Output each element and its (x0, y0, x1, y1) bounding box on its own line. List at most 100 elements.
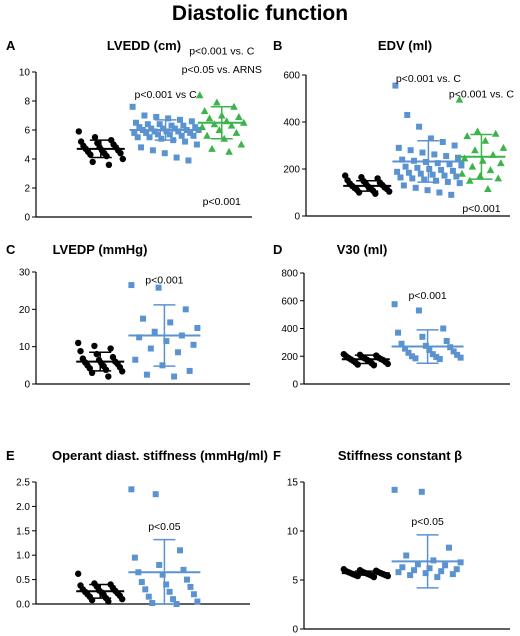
panel-f-point (426, 565, 433, 572)
panel-a-title: LVEDD (cm) (107, 38, 181, 53)
panel-d-y-tick-label: 800 (281, 269, 298, 280)
panel-a-point (87, 151, 94, 158)
panel-c-point (136, 334, 143, 341)
panel-a-point (146, 134, 153, 141)
panel-b-point (449, 167, 456, 174)
panel-b-y-tick-label: 0 (294, 212, 300, 223)
panel-d-annotation: p<0.001 (408, 290, 446, 302)
panel-a-point (200, 107, 209, 115)
panel-c-point (155, 284, 162, 291)
panel-a-point (185, 157, 192, 164)
panel-b-point (402, 163, 409, 170)
panel-d-point (440, 325, 447, 332)
panel-d-point (457, 354, 464, 361)
panel-b-point (460, 154, 469, 162)
panel-c-point (91, 342, 98, 350)
panel-a-point (160, 125, 167, 132)
panel-a-point (156, 121, 163, 128)
panel-a-point (173, 154, 180, 161)
panel-f-point (449, 571, 456, 578)
panel-e-annotation: p<0.05 (148, 521, 181, 533)
panel-b-point (499, 143, 508, 151)
panel-a-point (166, 131, 173, 138)
panel-a-point (151, 128, 158, 135)
panel-c-point (119, 368, 126, 375)
panel-e-point (177, 547, 184, 554)
panel-d-point (436, 356, 443, 363)
panel-f-point (422, 570, 429, 577)
panel-c-point (77, 347, 84, 355)
panel-b-point (433, 177, 440, 184)
panel-c-point (186, 367, 193, 374)
panel-b-point (386, 188, 393, 195)
panel-b-point (458, 169, 466, 177)
panel-a-point (237, 140, 246, 148)
panel-b-point (463, 132, 472, 140)
panel-b-point (417, 170, 424, 177)
panel-b-annotation: p<0.001 vs. C (449, 88, 514, 100)
panel-a-point (171, 125, 178, 132)
panel-b-point (436, 189, 443, 196)
panel-e-point (159, 571, 166, 578)
panel-a-point (91, 134, 99, 141)
panel-d-letter: D (273, 242, 282, 257)
panel-a-point (165, 115, 172, 122)
panel-c-point (182, 306, 189, 313)
panel-b-point (497, 159, 505, 167)
panel-d-point (384, 360, 391, 368)
panel-e-point (183, 576, 190, 583)
panel-e-point (75, 570, 82, 577)
panel-e-point (163, 581, 170, 588)
panel-d-point (454, 351, 461, 358)
panel-a-point (230, 102, 238, 110)
panel-d-point (402, 345, 409, 352)
panel-e-y-tick-label: 2.0 (16, 502, 30, 513)
panel-a-point (153, 113, 160, 120)
panel-e-point (152, 491, 159, 498)
panel-b-point (446, 161, 453, 168)
panel-a-y-tick-label: 2 (24, 184, 30, 195)
panel-a-point (232, 128, 241, 136)
panel-f-point (418, 488, 425, 495)
panel-b-point (392, 82, 399, 89)
panel-c-point (147, 345, 154, 352)
panel-b-point (427, 135, 434, 142)
panel-d-point (412, 355, 419, 362)
panel-e-point (170, 596, 177, 603)
panel-a-point (180, 122, 187, 129)
panel-f-point (414, 561, 421, 568)
panel-a-annotation: p<0.001 vs. C (189, 45, 254, 57)
panel-a-point (158, 135, 165, 142)
panel-c-point (151, 328, 158, 335)
panel-c-point (143, 371, 150, 378)
panel-a-point (117, 150, 124, 157)
panel-e-point (149, 600, 156, 607)
panel-e-letter: E (6, 448, 15, 463)
panel-e-point (180, 566, 187, 573)
panel-b-point (478, 156, 487, 164)
panel-a-annotation: p<0.001 (203, 196, 241, 208)
panel-a-point (175, 128, 182, 135)
panel-b-point (486, 166, 495, 174)
panel-a-y-tick-label: 10 (19, 68, 31, 79)
panel-a-y-tick-label: 4 (24, 155, 30, 166)
panel-b-point (405, 169, 412, 176)
panel-d-point (415, 307, 422, 314)
panel-e-y-tick-label: 2.5 (16, 478, 30, 489)
panel-a-point (203, 131, 211, 139)
panel-e-y-tick-label: 1.5 (16, 526, 30, 537)
panel-b-point (456, 180, 463, 187)
panel-a-y-tick-label: 0 (24, 213, 30, 224)
panel-c-annotation: p<0.001 (145, 274, 183, 286)
panel-a-y-tick-label: 6 (24, 126, 30, 137)
panel-b-point (414, 164, 421, 171)
panel-e-y-tick-label: 0.0 (16, 600, 30, 611)
panel-f-point (407, 572, 414, 579)
panel-b-point (399, 156, 406, 163)
panel-c-point (105, 373, 112, 380)
panel-d-point (450, 348, 457, 355)
panel-a-point (105, 161, 113, 168)
panel-a-point (89, 158, 96, 166)
panel-d-point (408, 353, 415, 360)
panel-d-y-tick-label: 200 (281, 352, 298, 363)
